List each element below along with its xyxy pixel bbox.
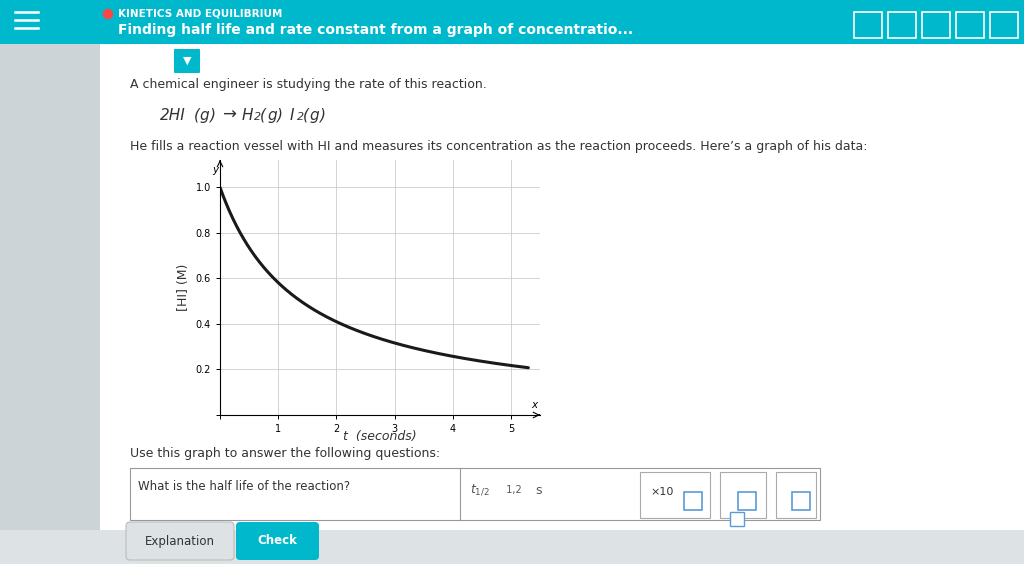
Text: Check: Check — [257, 535, 297, 548]
Bar — [684, 492, 702, 510]
Text: 2HI: 2HI — [160, 108, 185, 123]
Text: y: y — [213, 165, 219, 174]
Bar — [730, 512, 744, 526]
FancyBboxPatch shape — [236, 522, 319, 560]
Text: ▼: ▼ — [182, 56, 191, 66]
Bar — [130, 468, 820, 520]
Text: →: → — [222, 106, 236, 124]
Text: ×10: ×10 — [650, 487, 674, 497]
Bar — [922, 12, 950, 38]
Circle shape — [103, 10, 113, 19]
Text: (: ( — [260, 108, 266, 123]
Text: Explanation: Explanation — [145, 535, 215, 548]
Bar — [100, 44, 1024, 530]
Bar — [956, 12, 984, 38]
Text: [HI] (M): [HI] (M) — [176, 263, 189, 311]
Bar — [776, 472, 816, 518]
Bar — [720, 472, 766, 518]
Text: 2: 2 — [297, 112, 304, 122]
Bar — [738, 492, 756, 510]
Bar — [792, 492, 810, 510]
Text: H: H — [242, 108, 254, 123]
Text: t  (seconds): t (seconds) — [343, 430, 417, 443]
FancyBboxPatch shape — [126, 522, 234, 560]
Text: He fills a reaction vessel with HI and measures its concentration as the reactio: He fills a reaction vessel with HI and m… — [130, 140, 867, 153]
Text: ): ) — [278, 108, 283, 123]
Text: KINETICS AND EQUILIBRIUM: KINETICS AND EQUILIBRIUM — [118, 9, 283, 19]
Text: 1,2: 1,2 — [500, 485, 522, 495]
Text: g: g — [267, 108, 276, 123]
Bar — [0, 0, 1024, 44]
Text: ): ) — [210, 108, 216, 123]
Text: $t_{1/2}$: $t_{1/2}$ — [470, 483, 489, 497]
Text: (: ( — [194, 108, 200, 123]
Text: g: g — [200, 108, 210, 123]
Bar — [888, 12, 916, 38]
Text: (: ( — [303, 108, 309, 123]
Text: I: I — [290, 108, 295, 123]
Bar — [640, 472, 710, 518]
Text: What is the half life of the reaction?: What is the half life of the reaction? — [138, 481, 350, 494]
Text: 2: 2 — [254, 112, 261, 122]
FancyBboxPatch shape — [174, 49, 200, 73]
Text: A chemical engineer is studying the rate of this reaction.: A chemical engineer is studying the rate… — [130, 78, 486, 91]
Text: s: s — [535, 483, 542, 496]
Text: ): ) — [319, 108, 326, 123]
Text: g: g — [310, 108, 319, 123]
Bar — [990, 12, 1018, 38]
Text: x: x — [531, 400, 538, 410]
Bar — [854, 12, 882, 38]
Text: Finding half life and rate constant from a graph of concentratio...: Finding half life and rate constant from… — [118, 23, 633, 37]
Bar — [0, 530, 1024, 564]
Text: Use this graph to answer the following questions:: Use this graph to answer the following q… — [130, 447, 440, 460]
